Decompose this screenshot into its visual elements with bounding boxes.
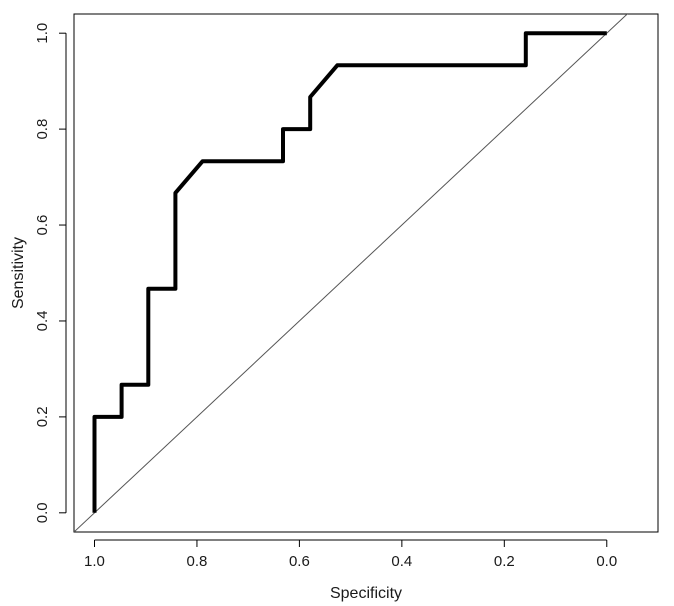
y-axis: 0.0 0.2 0.4 0.6 0.8 1.0 bbox=[34, 23, 67, 523]
y-tick-label: 0.6 bbox=[34, 215, 51, 236]
x-tick-label: 0.4 bbox=[391, 553, 412, 570]
y-tick-label: 1.0 bbox=[34, 23, 51, 44]
x-tick-label: 0.2 bbox=[494, 553, 515, 570]
x-tick-label: 1.0 bbox=[84, 553, 105, 570]
y-tick-label: 0.8 bbox=[34, 119, 51, 140]
y-tick-label: 0.4 bbox=[34, 311, 51, 332]
x-axis-title: Specificity bbox=[330, 585, 402, 602]
plot-frame bbox=[73, 13, 659, 533]
reference-diagonal bbox=[74, 14, 628, 532]
y-axis-title: Sensitivity bbox=[10, 237, 27, 309]
y-tick-label: 0.2 bbox=[34, 406, 51, 427]
x-tick-label: 0.8 bbox=[187, 553, 208, 570]
x-tick-label: 0.0 bbox=[596, 553, 617, 570]
y-tick-label: 0.0 bbox=[34, 502, 51, 523]
plot-area bbox=[74, 14, 628, 532]
x-tick-label: 0.6 bbox=[289, 553, 310, 570]
roc-curve-line bbox=[92, 31, 607, 513]
x-axis: 1.0 0.8 0.6 0.4 0.2 0.0 bbox=[84, 539, 617, 570]
